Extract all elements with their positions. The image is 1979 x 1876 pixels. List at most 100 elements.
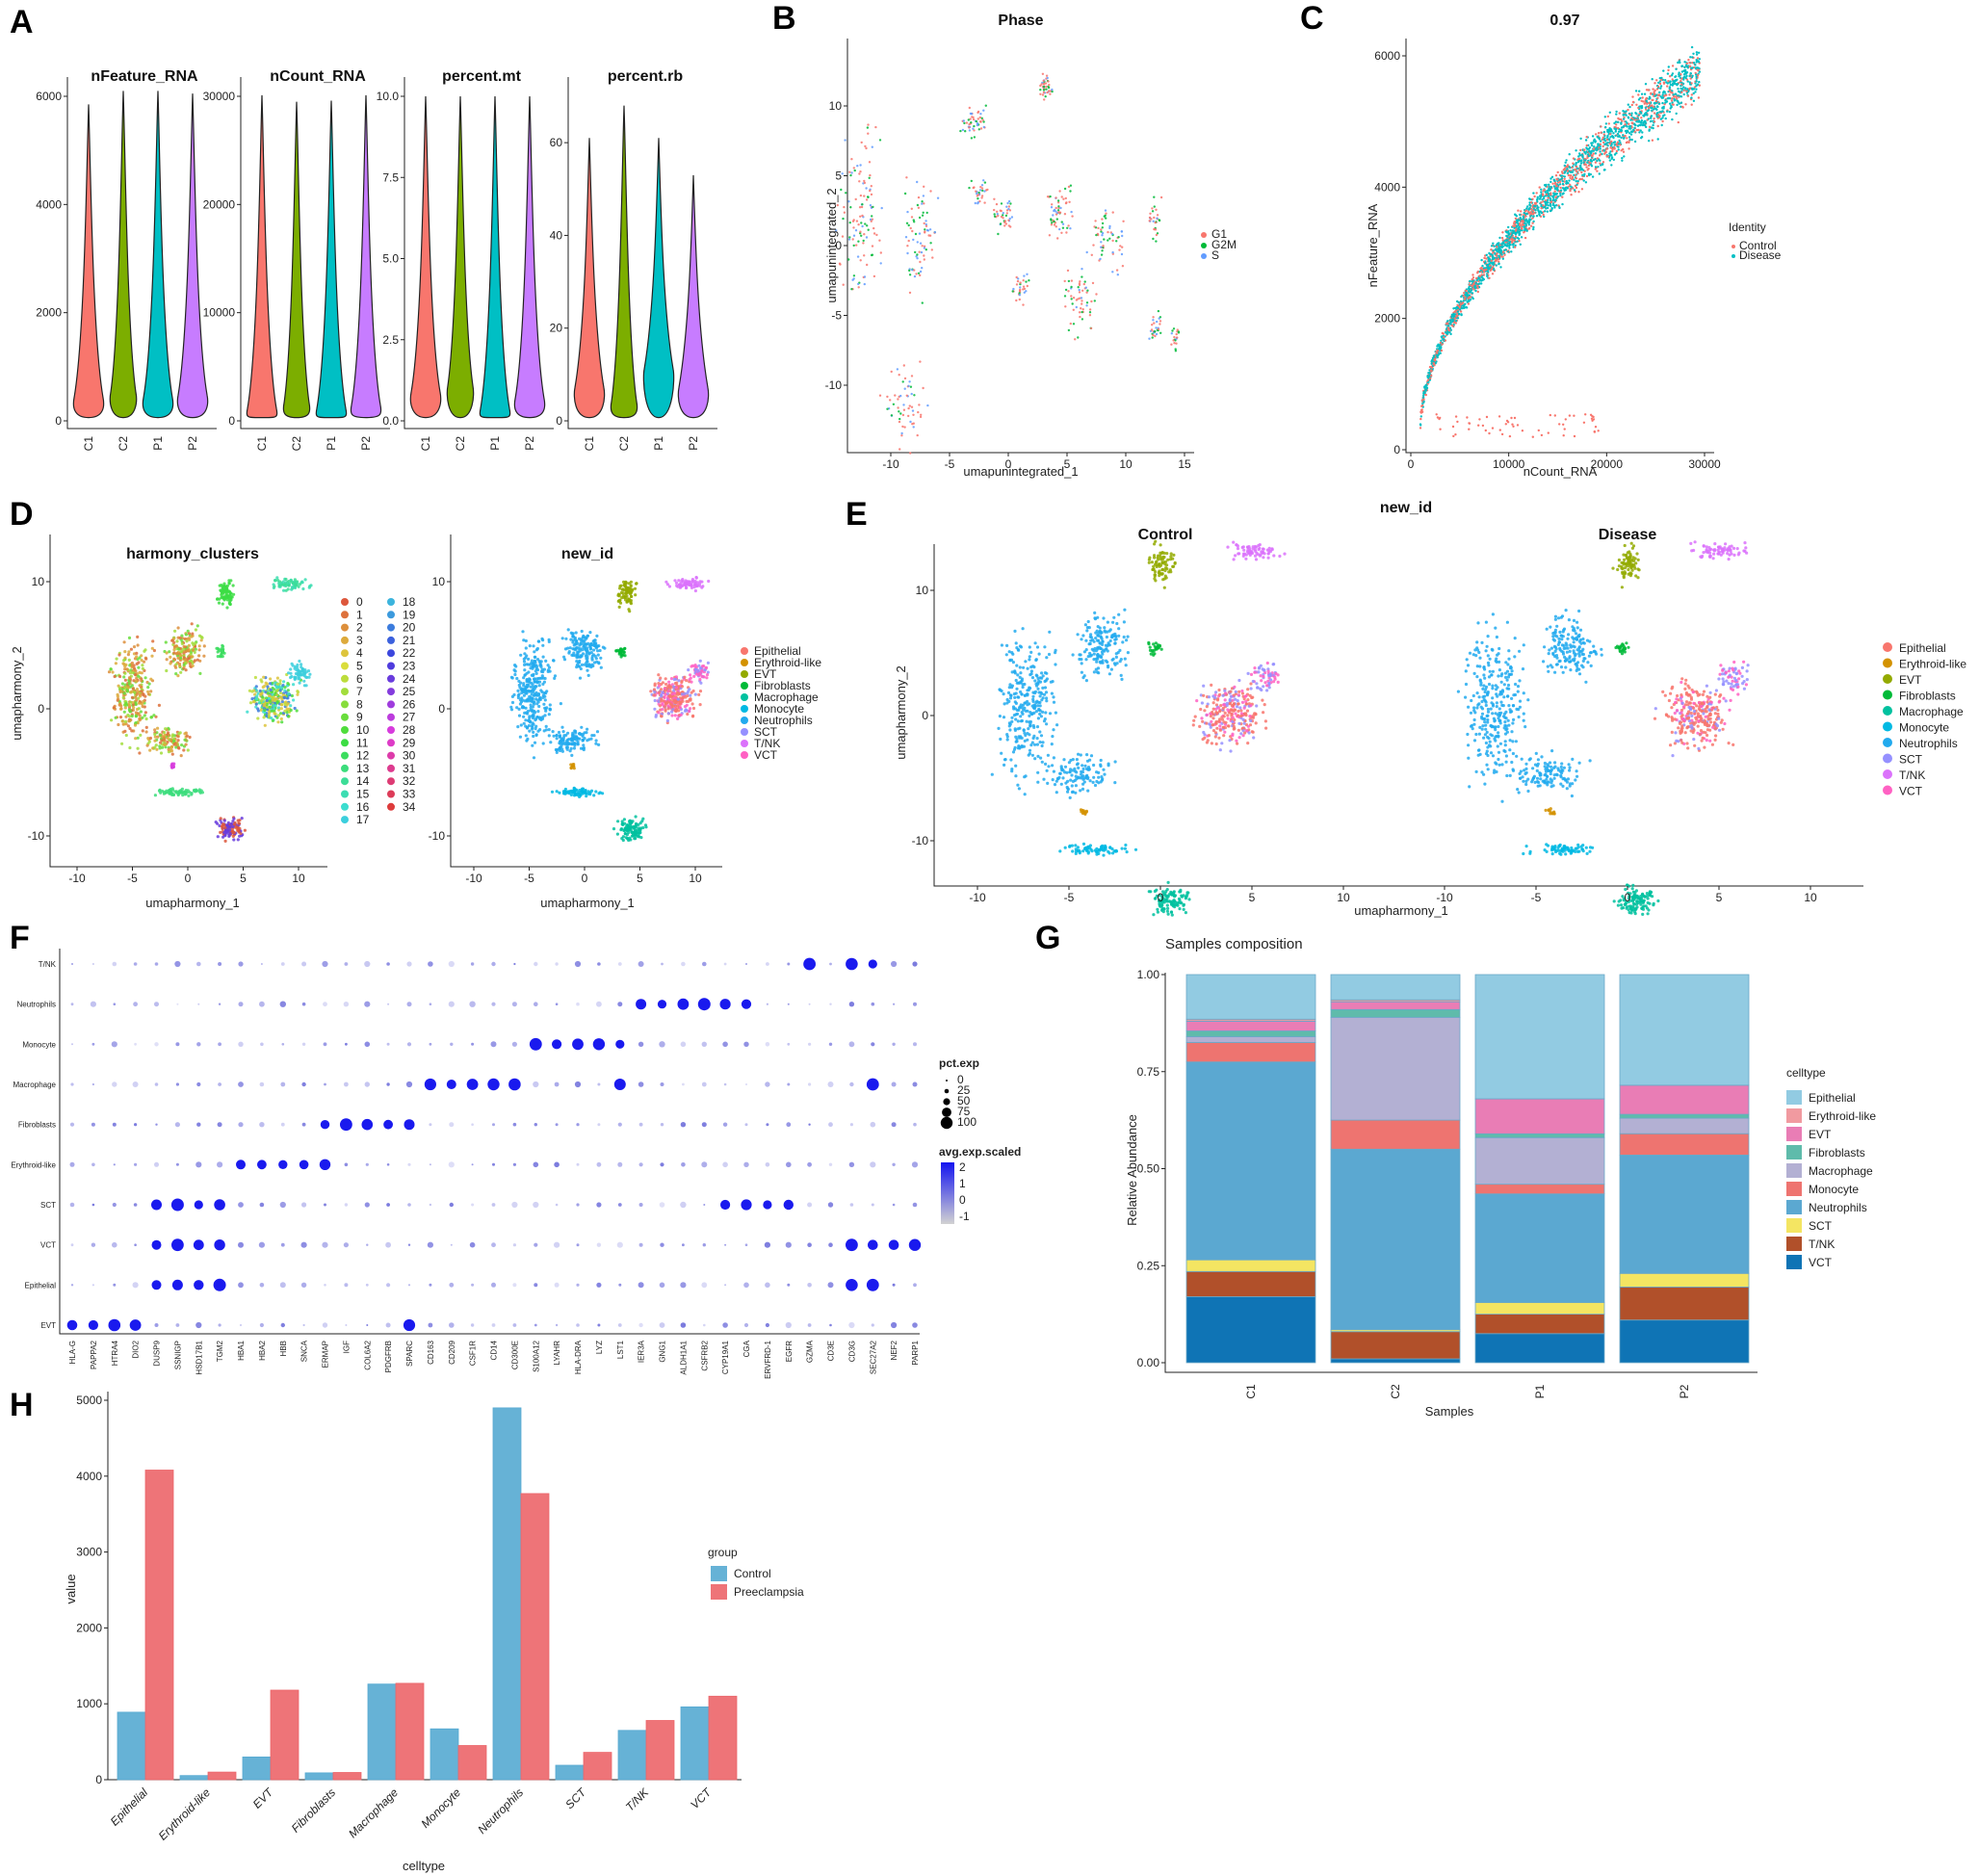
bar-Control-Monocyte [430,1728,459,1781]
panel-f-dot [808,1123,811,1126]
panel-f-dot [555,1203,559,1207]
panel-label-g: G [1035,920,1060,956]
panel-d1-legend-dot [341,636,349,644]
panel-h-xtick: Fibroblasts [289,1785,338,1835]
violin-P2 [677,174,710,419]
panel-d1-legend-dot [387,802,395,811]
panel-d1-legend-dot [387,598,395,606]
panel-f-dot [154,1323,159,1327]
panel-e-legend-dot [1883,769,1892,779]
panel-f-dot [406,961,412,967]
panel-d1-legend-dot [341,662,349,670]
panel-d1-legend-label: 14 [356,774,370,788]
panel-g-legend-swatch [1786,1218,1802,1233]
panel-f-dot [765,1162,770,1167]
panel-f-size-legend-label: 100 [957,1115,976,1129]
panel-a-xtick: C1 [583,436,596,452]
panel-d2-xtick: 0 [582,872,588,885]
panel-d1-legend-label: 15 [356,788,370,801]
bar-segment-Epithelial [1185,974,1316,1020]
panel-f-dot [576,1123,580,1127]
panel-f-dot [175,1323,180,1327]
panel-d1-legend-label: 29 [403,736,416,749]
panel-f-dot [323,1002,327,1007]
panel-h-xtick: EVT [250,1785,277,1811]
panel-f-dot [491,961,496,967]
panel-d2-ytick: 10 [432,575,446,588]
panel-d1-legend-label: 18 [403,595,416,609]
panel-g-legend-swatch [1786,1163,1802,1178]
panel-f-dot [112,1081,117,1087]
panel-f-dot [322,1322,328,1328]
panel-d1-legend: 0123456789101112131415161718192021222324… [341,595,416,826]
panel-d1-points [107,576,313,844]
panel-f-size-legend-dot [943,1098,950,1106]
panel-f-dot [828,1042,833,1047]
panel-f-gene-label: GZMA [806,1340,815,1363]
panel-d1-legend-dot [387,636,395,644]
panel-f-dot [722,1041,728,1048]
panel-h-bars [117,1407,738,1781]
panel-a-xtick: C2 [617,436,631,452]
panel-d1-legend-dot [341,713,349,721]
panel-f-gene-label: HLA-DRA [574,1340,583,1374]
panel-f-dot [745,963,747,965]
panel-f-dot [429,1042,432,1046]
panel-c-xlabel: nCount_RNA [1523,464,1598,479]
panel-f-dot [406,1042,412,1047]
panel-d1-legend-label: 9 [356,711,363,724]
panel-f-dot [386,962,390,966]
panel-f-dot [259,1001,265,1007]
bar-Preeclampsia-Fibroblasts [332,1772,362,1781]
panel-d2-ytick: -10 [429,829,446,843]
panel-e-legend-label: VCT [1899,785,1923,798]
panel-f-dot [741,999,752,1009]
panel-f-dot [723,962,727,966]
panel-f-dot [70,1243,74,1247]
panel-f-dot [300,1282,307,1289]
panel-f-dot [218,1323,221,1327]
bar-Preeclampsia-SCT [583,1752,612,1781]
panel-f-dot [238,1081,244,1087]
panel-f-row-label: Fibroblasts [18,1121,56,1130]
panel-e-legend-label: SCT [1899,753,1923,767]
panel-f-gene-label: COL6A2 [363,1340,372,1369]
panel-a-axes [240,77,390,430]
panel-f-dot [787,962,791,966]
panel-f-dot [429,1203,432,1207]
bar-segment-EVT [1185,1021,1316,1031]
panel-f-dot [846,1238,858,1252]
panel-a-ytick: 60 [550,136,563,149]
panel-a-xtick: C1 [419,436,432,452]
panel-f-dot [280,1322,285,1328]
panel-f-dot [533,1201,539,1209]
panel-f-dot [868,1239,878,1250]
panel-d1-legend-label: 34 [403,800,416,814]
panel-f-gene-label: CYP19A1 [721,1340,730,1374]
panel-f-dot [279,1201,286,1209]
panel-f-gene-label: TGM2 [216,1340,224,1362]
panel-f-dot [364,1081,370,1087]
panel-f-dot [534,1002,538,1006]
panel-h-xtick: VCT [688,1785,715,1811]
panel-d1-legend-label: 13 [356,762,370,775]
panel-f-dot [301,961,307,967]
panel-f-dot [366,1243,369,1246]
panel-c-title: 0.97 [1549,13,1579,29]
panel-a-ytick: 5.0 [382,252,399,266]
panel-f-dot [301,1042,306,1047]
panel-d2-ytick: 0 [438,702,445,716]
bar-Preeclampsia-VCT [708,1695,738,1781]
panel-f-dot [197,1003,200,1005]
panel-d1-legend-label: 0 [356,595,363,609]
panel-d1-legend-label: 20 [403,621,416,635]
panel-f-dot [343,1002,350,1007]
panel-f-dot [214,1199,225,1211]
panel-f-dot [69,1161,75,1167]
panel-f-dot [361,1118,374,1131]
panel-f-dot [112,961,117,967]
bar-segment-Neutrophils [1474,1193,1605,1303]
panel-d2-xtick: 10 [689,872,702,885]
panel-f-dot [891,1122,897,1128]
panel-f-dot [743,1282,749,1289]
